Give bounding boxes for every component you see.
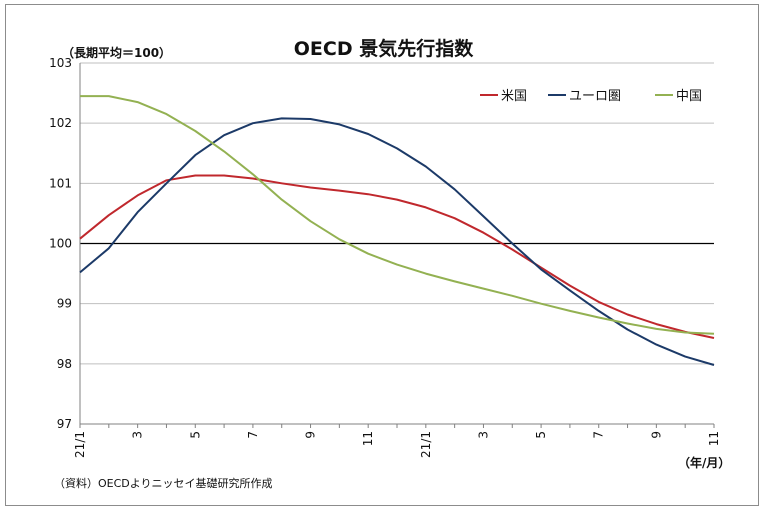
y-tick-label: 97 <box>57 417 72 431</box>
x-tick-label: 11 <box>707 431 721 446</box>
x-tick-label: 11 <box>361 431 375 446</box>
y-unit-label: （長期平均＝100） <box>62 46 172 60</box>
x-tick-label: 5 <box>534 431 548 439</box>
x-tick-label: 9 <box>304 431 318 439</box>
y-tick-label: 99 <box>57 297 72 311</box>
y-axis-ticks: 97 98 99 100 101 102 103 <box>49 56 72 431</box>
y-tick-label: 101 <box>49 176 72 190</box>
x-tick-label: 21/1 <box>419 431 433 458</box>
grid-lines <box>79 62 714 425</box>
series-line-ユーロ圏 <box>79 117 715 366</box>
source-note: （資料）OECDよりニッセイ基礎研究所作成 <box>54 477 273 490</box>
x-tick-label: 9 <box>649 431 663 439</box>
x-tick-label: 3 <box>131 431 145 439</box>
chart-title: OECD 景気先行指数 <box>293 38 474 60</box>
x-tick-label: 21/1 <box>73 431 87 458</box>
y-tick-label: 100 <box>49 237 72 251</box>
x-unit-label: （年/月） <box>678 456 731 470</box>
x-tick-label: 7 <box>246 431 260 439</box>
series-line-米国 <box>79 174 715 339</box>
legend: 米国 ユーロ圏 中国 <box>480 89 702 104</box>
legend-label: ユーロ圏 <box>569 89 621 104</box>
y-tick-label: 103 <box>49 56 72 70</box>
x-tick-label: 3 <box>476 431 490 439</box>
chart-frame <box>5 4 759 506</box>
x-axis-ticks: 21/1 3 5 7 9 11 21/1 3 5 7 9 11 <box>73 424 721 458</box>
legend-label: 中国 <box>676 89 702 104</box>
y-tick-label: 102 <box>49 116 72 130</box>
series-line-中国 <box>80 95 715 335</box>
legend-label: 米国 <box>501 89 527 104</box>
x-tick-label: 7 <box>592 431 606 439</box>
y-tick-label: 98 <box>57 357 72 371</box>
x-tick-label: 5 <box>188 431 202 439</box>
series-lines <box>79 95 715 366</box>
